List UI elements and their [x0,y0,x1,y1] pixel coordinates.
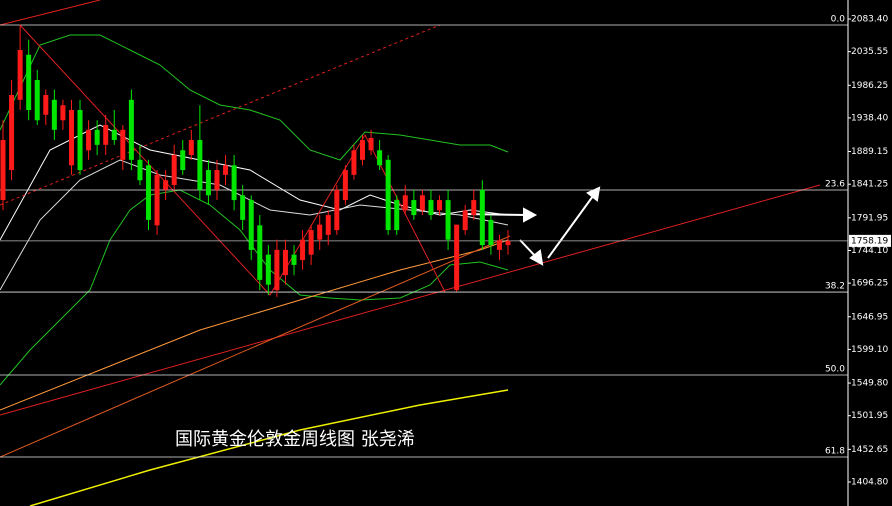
y-tick-label: 2035.55 [851,47,888,57]
candle-body [342,170,348,201]
bollinger-upper [0,34,509,161]
candle-body [9,95,15,171]
candle-body [368,137,374,151]
candle-body [282,249,288,276]
candle-body [385,159,391,231]
candle-body [171,155,177,186]
candle-body [163,180,169,190]
candle-body [300,239,306,261]
y-tick-label: 2083.40 [851,15,888,25]
candle-body [308,230,314,255]
y-tick-label: 1549.80 [851,379,888,389]
candle-body [359,140,365,160]
chart-title: 国际黄金伦敦金周线图 张尧浠 [175,429,415,450]
candle-body [402,195,408,211]
moving-average [0,159,509,291]
candle-body [43,95,49,115]
candle-body [428,200,434,216]
moving-average [0,239,509,411]
candle-body [454,224,460,291]
trend-line [0,0,101,26]
fib-label: 50.0 [825,365,845,375]
candle-body [377,150,383,166]
y-tick-label: 1841.25 [851,180,888,190]
candle-body [437,200,443,211]
y-tick-label: 1599.10 [851,345,888,355]
candle-body [394,200,400,231]
y-tick-label: 1404.80 [851,477,888,487]
candle-body [120,129,126,160]
y-tick-label: 1744.10 [851,246,888,256]
trend-line [0,24,441,206]
y-tick-label: 1986.25 [851,81,888,91]
current-price-label: 1758.19 [851,236,888,246]
candle-body [146,165,152,220]
y-tick-label: 1501.95 [851,411,888,421]
moving-average [0,124,509,241]
candle-body [26,54,32,111]
candle-body [34,79,40,121]
candle-body [240,195,246,220]
candle-body [154,174,160,226]
y-tick-label: 1452.65 [851,445,888,455]
candle-body [103,125,109,145]
candle-body [351,150,357,175]
y-tick-label: 1791.95 [851,213,888,223]
candle-body [419,195,425,211]
arrows [464,186,601,266]
fib-label: 38.2 [825,282,845,292]
current-price-box [849,234,891,247]
fib-label: 0.0 [831,15,846,25]
y-tick-label: 1889.15 [851,147,888,157]
candle-body [462,210,468,231]
candle-body [231,165,237,201]
candle-body [223,165,229,175]
candle-body [197,140,203,190]
candle-body [205,170,211,196]
candle-body [317,224,323,240]
candle-body [496,240,502,250]
candle-body [188,140,194,156]
candle-body [248,200,254,250]
candle-body [17,49,23,100]
candle-body [128,99,134,160]
candle-body [479,189,485,246]
candle-body [265,254,271,285]
trend-line [0,235,511,458]
candle-body [60,105,66,121]
overlay-lines [0,0,821,506]
candle-body [257,225,263,280]
candle-body [291,254,297,265]
candle-body [274,249,280,291]
candle-body [137,159,143,181]
candle-body [214,170,220,190]
bollinger-lower [0,189,509,386]
candle-body [77,110,83,171]
y-tick-label: 1938.40 [851,113,888,123]
candle-body [471,200,477,216]
candle-body [505,240,511,246]
moving-average [29,389,509,506]
candle-body [111,129,117,141]
fib-label: 23.6 [825,179,845,189]
candle-body [0,140,6,201]
y-tick-label: 1646.95 [851,312,888,322]
y-tick-label: 1696.25 [851,279,888,289]
candle-body [180,150,186,171]
candle-body [411,200,417,216]
candle-body [325,215,331,235]
candle-body [334,189,340,231]
trend-line [0,184,821,416]
candle-body [94,129,100,145]
candle-body [445,200,451,240]
candle-body [86,129,92,151]
fib-label: 61.8 [825,447,845,457]
candle-body [68,110,74,166]
candle-body [488,219,494,246]
candle-body [51,99,57,130]
